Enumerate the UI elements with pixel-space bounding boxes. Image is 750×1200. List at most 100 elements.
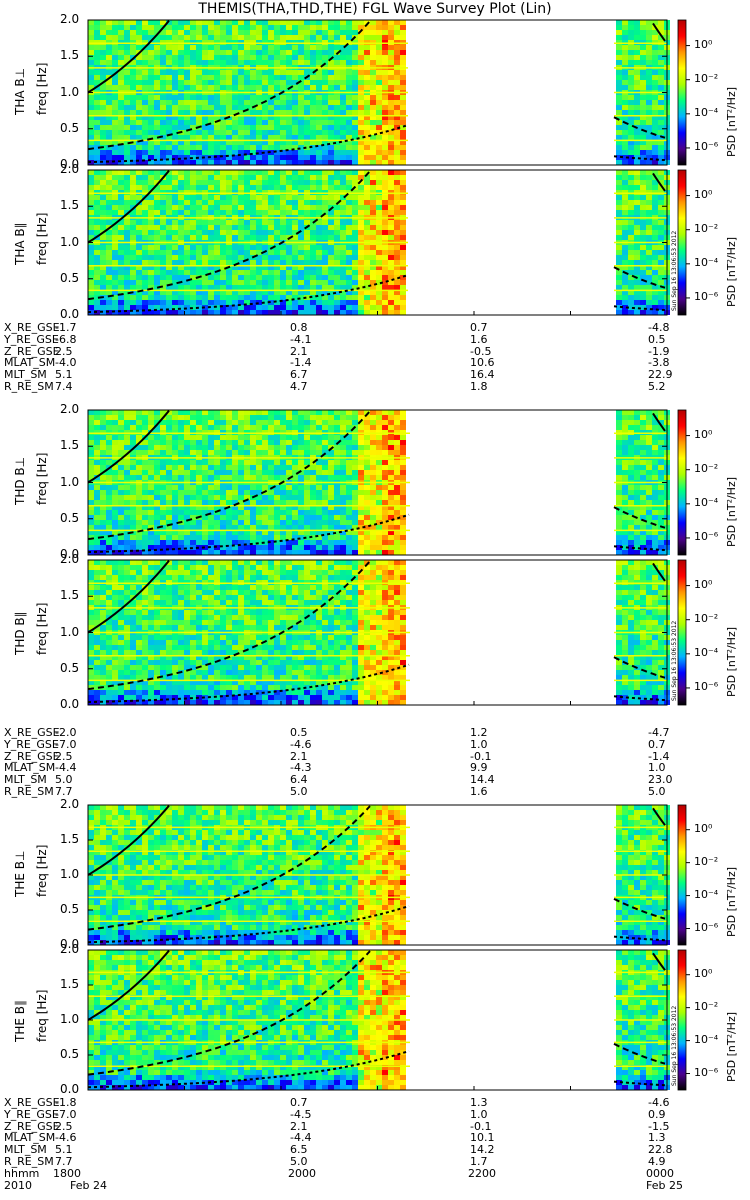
colorbar-tick-label: 10⁻⁴: [694, 105, 719, 119]
colorbar-tick-label: 10⁻²: [694, 999, 719, 1013]
ephem-value: 1.2: [470, 726, 488, 739]
hhmm-label: hhmm: [4, 1167, 40, 1180]
timestamp-stamp: Sun Sep 16 13:06:53 2012: [671, 620, 678, 701]
panel-label: THE B⊥: [13, 850, 27, 897]
ephem-value: 16.4: [470, 368, 495, 382]
plot-thd-bperp: [87, 409, 690, 556]
y-tick-label: 0.5: [60, 270, 80, 285]
ephem-value: 5.0: [290, 1155, 308, 1168]
colorbar-tick-label: 10⁻⁶: [694, 139, 719, 153]
hhmm-tick: 2200: [468, 1167, 496, 1180]
ephem-value: 0.7: [648, 737, 666, 751]
ephem-value: 2.1: [290, 1119, 308, 1133]
y-tick-label: 1.0: [60, 474, 80, 489]
y-tick-label: 1.0: [60, 234, 80, 249]
colorbar-tick-label: 10⁰: [694, 187, 713, 201]
date-end-label: Feb 25: [646, 1179, 683, 1192]
panel-label: THA B⊥: [13, 67, 27, 115]
colorbar-tick-label: 10⁻²: [694, 611, 719, 625]
y-tick-label: 1.5: [60, 977, 80, 991]
ephem-row-label: Y_RE_GSE: [4, 737, 59, 751]
colorbar-label: PSD [nT²/Hz]: [725, 476, 738, 547]
ephem-value: -4.4: [290, 1131, 312, 1145]
ephem-row-label: MLAT_SM: [4, 356, 56, 370]
colorbar: [677, 804, 687, 946]
ephem-row-label: Z_RE_GSE: [4, 749, 60, 763]
ephem-value: -4.8: [648, 321, 670, 334]
colorbar-tick-label: 10⁻⁶: [694, 679, 719, 693]
ephem-row-label: Z_RE_GSE: [4, 344, 60, 358]
plot-tha-bpar: [87, 169, 690, 316]
timestamp-stamp: Sun Sep 16 13:06:53 2012: [671, 1005, 678, 1086]
colorbar-tick-label: 10⁻²: [694, 221, 719, 235]
colorbar-tick-label: 10⁰: [694, 821, 713, 835]
ephem-value: 2.5: [55, 344, 73, 358]
ephem-row-label: MLAT_SM: [4, 761, 56, 775]
ephem-value: -4.0: [55, 356, 77, 370]
ephem-value: -0.1: [470, 1119, 492, 1133]
panel-label: THE B∥: [13, 1000, 27, 1042]
y-tick-label: 0.5: [60, 510, 80, 525]
y-tick-label: 1.0: [60, 624, 80, 639]
ephem-value: 9.9: [470, 761, 488, 775]
colorbar-tick-label: 10⁰: [694, 37, 713, 51]
ephem-value: 1.0: [470, 737, 488, 751]
ephem-value: 14.2: [470, 1143, 495, 1157]
colorbar: [677, 19, 687, 166]
ephem-value: 1.6: [470, 332, 488, 346]
ephem-value: 2.5: [55, 1119, 73, 1133]
hhmm-tick: 2000: [288, 1167, 316, 1180]
ephem-value: -4.1: [290, 332, 312, 346]
timestamp-stamp: Sun Sep 16 13:06:53 2012: [671, 230, 678, 311]
y-tick-label: 0.5: [60, 902, 80, 916]
y-tick-label: 1.5: [60, 588, 80, 603]
y-tick-label: 0.0: [60, 307, 80, 321]
colorbar-tick-label: 10⁻⁴: [694, 887, 719, 901]
colorbar-tick-label: 10⁻⁶: [694, 920, 719, 934]
ephem-value: 5.2: [648, 380, 666, 393]
y-axis-label: freq [Hz]: [35, 602, 49, 655]
colorbar: [677, 559, 687, 706]
ephem-value: 6.4: [290, 773, 308, 787]
ephem-value: 2.1: [290, 749, 308, 763]
ephem-value: 1.3: [470, 1096, 488, 1109]
ephem-value: 0.7: [290, 1096, 308, 1109]
ephem-value: 1.8: [470, 380, 488, 393]
ephem-value: 7.7: [55, 785, 73, 798]
colorbar-label: PSD [nT²/Hz]: [725, 626, 738, 697]
ephem-value: 0.8: [290, 321, 308, 334]
ephem-value: -4.6: [648, 1096, 670, 1109]
y-tick-label: 1.0: [60, 84, 80, 99]
ephem-value: 22.8: [648, 1143, 673, 1157]
y-tick-label: 1.5: [60, 832, 80, 846]
hhmm-tick: 1800: [53, 1167, 81, 1180]
ephem-row-label: X_RE_GSE: [4, 1096, 60, 1109]
y-tick-label: 0.0: [60, 547, 80, 561]
ephem-value: 5.0: [648, 785, 666, 798]
plot-the-bperp: [87, 804, 690, 946]
ephem-row-label: Z_RE_GSE: [4, 1119, 60, 1133]
y-axis-label: freq [Hz]: [35, 452, 49, 505]
plot-the-bpar: [87, 949, 690, 1091]
colorbar-tick-label: 10⁰: [694, 427, 713, 441]
ephem-value: -1.5: [648, 1119, 670, 1133]
plot-tha-bperp: [87, 19, 690, 166]
ephem-row-label: MLT_SM: [4, 368, 47, 382]
colorbar-tick-label: 10⁻²: [694, 461, 719, 475]
y-axis-label: freq [Hz]: [35, 844, 49, 897]
ephem-value: 0.9: [648, 1107, 666, 1121]
ephem-value: -4.5: [290, 1107, 312, 1121]
colorbar-tick-label: 10⁻²: [694, 854, 719, 868]
colorbar-tick-label: 10⁻⁴: [694, 495, 719, 509]
ephem-value: 4.9: [648, 1155, 666, 1168]
y-tick-label: 1.5: [60, 198, 80, 213]
ephem-value: 0.7: [470, 321, 488, 334]
y-tick-label: 2.0: [60, 552, 80, 566]
ephem-value: 10.6: [470, 356, 495, 370]
ephem-value: 5.1: [55, 1143, 73, 1157]
ephem-value: 0.5: [648, 332, 666, 346]
ephem-value: 10.1: [470, 1131, 495, 1145]
ephem-value: 23.0: [648, 773, 673, 787]
colorbar-tick-label: 10⁻⁶: [694, 529, 719, 543]
y-tick-label: 1.0: [60, 1012, 80, 1026]
